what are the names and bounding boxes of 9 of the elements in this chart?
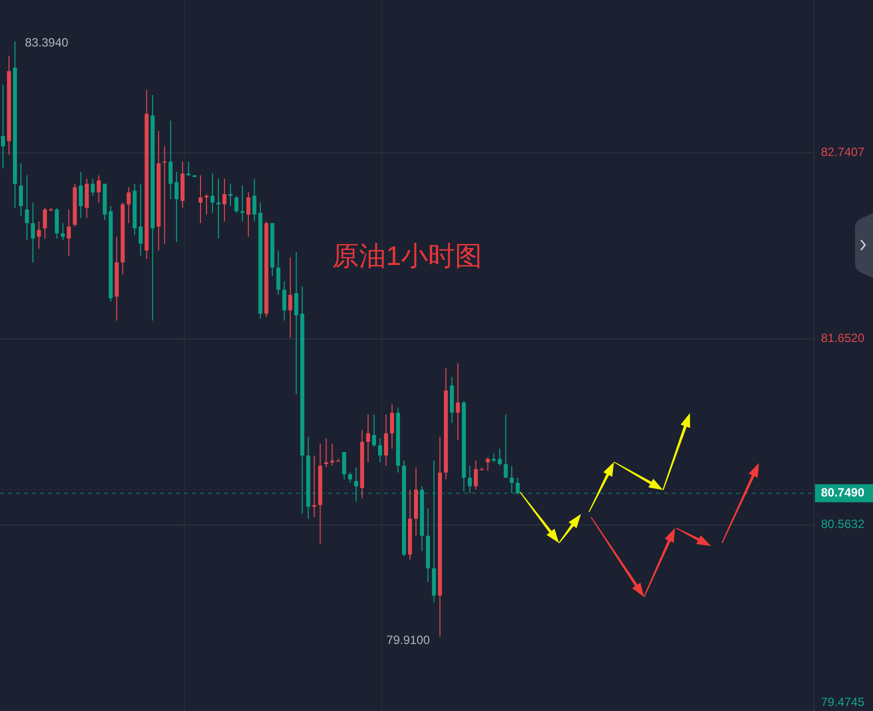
y-tick-label: 79.4745: [821, 695, 865, 710]
annotation: 83.3940: [24, 36, 69, 50]
annotation: 79.9100: [386, 632, 430, 647]
y-tick-label: 80.5632: [821, 517, 865, 532]
ref-line-label: 80.7490: [821, 485, 865, 500]
y-tick-label: 82.7407: [821, 145, 865, 160]
y-tick-label: 81.6520: [821, 331, 865, 346]
text: 原油1小时图: [332, 241, 482, 272]
ref-line: 80.7490: [0, 484, 873, 502]
